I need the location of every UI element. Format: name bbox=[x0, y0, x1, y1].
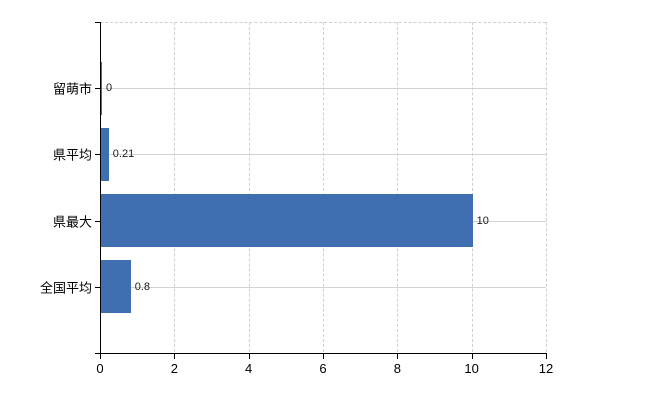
x-axis-tick bbox=[397, 354, 399, 359]
vertical-gridline bbox=[323, 22, 324, 352]
x-tick-label: 12 bbox=[538, 361, 554, 376]
x-tick-label: 2 bbox=[170, 361, 178, 376]
bar bbox=[101, 194, 473, 248]
vertical-gridline bbox=[248, 22, 250, 352]
vertical-gridline bbox=[397, 22, 399, 352]
category-label: 全国平均 bbox=[39, 280, 92, 296]
y-axis-tick bbox=[95, 353, 100, 354]
x-axis-tick bbox=[248, 354, 250, 359]
bar bbox=[101, 61, 102, 115]
x-tick-label: 6 bbox=[319, 361, 327, 376]
x-tick-label: 8 bbox=[393, 361, 401, 376]
category-label: 県最大 bbox=[52, 214, 92, 230]
x-tick-label: 10 bbox=[464, 361, 479, 376]
x-axis-tick bbox=[174, 354, 176, 359]
category-label: 県平均 bbox=[52, 147, 92, 163]
category-label: 留萌市 bbox=[52, 81, 92, 97]
y-axis bbox=[100, 22, 101, 354]
x-axis-tick bbox=[323, 354, 324, 359]
vertical-gridline bbox=[546, 22, 547, 352]
x-axis bbox=[100, 353, 547, 354]
x-axis-tick bbox=[546, 354, 547, 359]
vertical-gridline bbox=[174, 22, 176, 352]
x-tick-label: 0 bbox=[96, 361, 104, 376]
vertical-gridline bbox=[471, 22, 473, 352]
y-axis-tick bbox=[95, 154, 100, 156]
x-axis-tick bbox=[100, 354, 101, 359]
data-label: 0 bbox=[106, 82, 113, 95]
y-axis-tick bbox=[95, 88, 100, 90]
data-label: 10 bbox=[476, 214, 489, 227]
data-label: 0.8 bbox=[134, 280, 151, 293]
y-axis-tick bbox=[95, 22, 100, 23]
x-axis-tick bbox=[471, 354, 473, 359]
bar bbox=[101, 260, 131, 314]
bar bbox=[101, 127, 109, 181]
y-axis-tick bbox=[95, 286, 100, 288]
y-axis-tick bbox=[95, 220, 100, 222]
data-label: 0.21 bbox=[112, 148, 135, 161]
x-tick-label: 4 bbox=[245, 361, 253, 376]
